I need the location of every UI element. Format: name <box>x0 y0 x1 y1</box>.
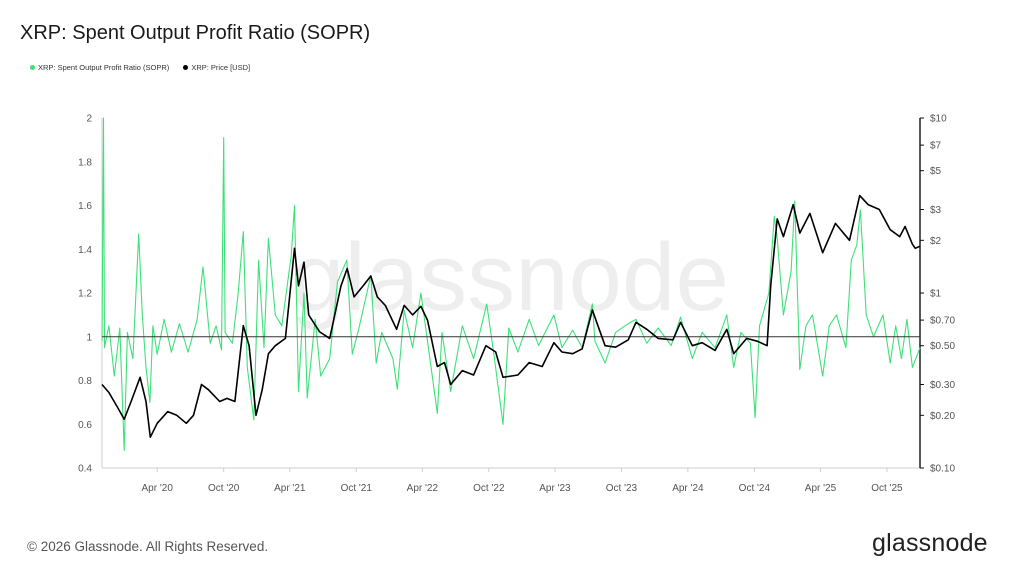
series-line-sopr <box>101 117 921 452</box>
right-tick-label-10: $10 <box>930 114 947 125</box>
copyright-footer: © 2026 Glassnode. All Rights Reserved. <box>27 539 269 554</box>
legend-swatch-sopr <box>30 65 35 70</box>
right-tick-label-2: $2 <box>930 236 942 247</box>
x-tick-label-oct-23: Oct '23 <box>606 483 638 494</box>
x-tick-label-apr-22: Apr '22 <box>407 483 439 494</box>
right-tick-label-1: $1 <box>930 289 942 300</box>
x-tick-label-oct-24: Oct '24 <box>739 483 771 494</box>
left-tick-label-1-8: 1.8 <box>78 157 92 168</box>
legend-item-sopr[interactable]: XRP: Spent Output Profit Ratio (SOPR) <box>30 63 169 72</box>
x-tick-label-oct-22: Oct '22 <box>473 483 505 494</box>
left-tick-label-1-4: 1.4 <box>78 245 92 256</box>
x-tick-label-oct-21: Oct '21 <box>341 483 373 494</box>
x-tick-label-apr-25: Apr '25 <box>805 483 837 494</box>
left-tick-label-1: 1 <box>86 332 92 343</box>
right-tick-label-5: $5 <box>930 166 942 177</box>
left-tick-label-2: 2 <box>86 114 92 125</box>
x-tick-label-apr-21: Apr '21 <box>274 483 306 494</box>
right-tick-label-0-10: $0.10 <box>930 464 955 475</box>
right-tick-label-0-30: $0.30 <box>930 380 955 391</box>
left-tick-label-0-6: 0.6 <box>78 420 92 431</box>
left-tick-label-0-8: 0.8 <box>78 376 92 387</box>
legend-label-sopr: XRP: Spent Output Profit Ratio (SOPR) <box>38 63 170 72</box>
left-tick-label-1-6: 1.6 <box>78 201 92 212</box>
watermark: glassnode <box>291 224 729 331</box>
legend-swatch-price <box>183 65 189 70</box>
right-tick-label-0-70: $0.70 <box>930 316 955 327</box>
brand-logo: glassnode <box>872 529 988 557</box>
left-tick-label-0-4: 0.4 <box>78 464 92 475</box>
right-tick-label-7: $7 <box>930 141 942 152</box>
x-tick-label-oct-20: Oct '20 <box>208 483 240 494</box>
right-tick-label-0-50: $0.50 <box>930 341 955 352</box>
x-tick-label-apr-20: Apr '20 <box>142 483 174 494</box>
right-tick-label-3: $3 <box>930 205 942 216</box>
x-tick-label-oct-25: Oct '25 <box>871 483 903 494</box>
x-tick-label-apr-23: Apr '23 <box>539 483 571 494</box>
right-tick-label-0-20: $0.20 <box>930 411 955 422</box>
left-tick-label-1-2: 1.2 <box>78 289 92 300</box>
legend: XRP: Spent Output Profit Ratio (SOPR) XR… <box>30 63 250 72</box>
series-line-price <box>101 194 921 439</box>
page-title: XRP: Spent Output Profit Ratio (SOPR) <box>20 22 371 44</box>
legend-label-price: XRP: Price [USD] <box>191 63 251 72</box>
legend-item-price[interactable]: XRP: Price [USD] <box>183 63 250 72</box>
x-tick-label-apr-24: Apr '24 <box>672 483 704 494</box>
